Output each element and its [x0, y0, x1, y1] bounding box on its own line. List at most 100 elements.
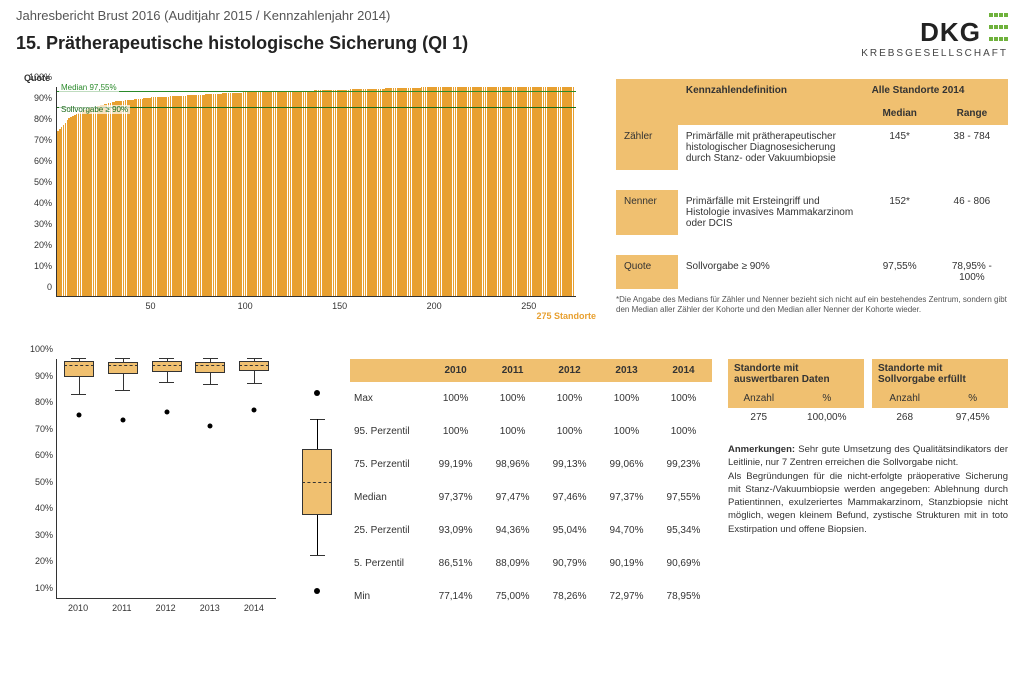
perc-header: 2012 — [541, 359, 598, 382]
def-row-label: Quote — [616, 255, 678, 289]
logo-text: DKG — [920, 17, 981, 47]
perc-value: 94,36% — [484, 514, 541, 547]
perc-value: 97,47% — [484, 481, 541, 514]
definition-footnote: *Die Angabe des Medians für Zähler und N… — [616, 295, 1008, 316]
perc-value: 100% — [655, 382, 712, 415]
definition-table: Kennzahlendefinition Alle Standorte 2014… — [616, 79, 1008, 289]
x-tick: 100 — [238, 301, 253, 311]
y-tick: 40% — [34, 198, 52, 208]
box-y-tick: 80% — [35, 397, 53, 407]
perc-value: 99,13% — [541, 448, 598, 481]
x-tick: 250 — [521, 301, 536, 311]
def-header-kennzahl: Kennzahlendefinition — [678, 79, 864, 102]
perc-value: 100% — [484, 415, 541, 448]
perc-value: 100% — [655, 415, 712, 448]
perc-value: 100% — [484, 382, 541, 415]
header-subtitle: Jahresbericht Brust 2016 (Auditjahr 2015… — [16, 8, 861, 23]
x-tick: 50 — [146, 301, 156, 311]
annot-title: Anmerkungen: — [728, 444, 795, 455]
logo: DKG KREBSGESELLSCHAFT — [861, 8, 1008, 59]
boxplot — [152, 359, 182, 598]
box-y-tick: 60% — [35, 450, 53, 460]
y-tick: 100% — [29, 72, 52, 82]
page-title: 15. Prätherapeutische histologische Sich… — [16, 33, 861, 54]
perc-value: 100% — [541, 382, 598, 415]
perc-value: 99,23% — [655, 448, 712, 481]
box-x-tick: 2011 — [112, 603, 131, 613]
perc-stat-label: 75. Perzentil — [350, 448, 427, 481]
box-y-tick: 30% — [35, 530, 53, 540]
perc-value: 77,14% — [427, 580, 484, 613]
perc-value: 98,96% — [484, 448, 541, 481]
perc-header: 2011 — [484, 359, 541, 382]
percentile-table: 20102011201220132014 Max100%100%100%100%… — [350, 359, 712, 613]
perc-value: 100% — [598, 415, 655, 448]
boxplot — [64, 359, 94, 598]
box-y-tick: 100% — [30, 344, 53, 354]
y-tick: 70% — [34, 135, 52, 145]
perc-value: 94,70% — [598, 514, 655, 547]
box-y-tick: 90% — [35, 371, 53, 381]
boxplot — [239, 359, 269, 598]
perc-value: 78,95% — [655, 580, 712, 613]
box-x-tick: 2013 — [200, 603, 220, 613]
bar-chart: Quote 010%20%30%40%50%60%70%80%90%100% S… — [16, 79, 596, 329]
perc-value: 100% — [427, 415, 484, 448]
annotations: Anmerkungen: Sehr gute Umsetzung des Qua… — [728, 443, 1008, 536]
perc-stat-label: Min — [350, 580, 427, 613]
perc-stat-label: 95. Perzentil — [350, 415, 427, 448]
annot-body: Sehr gute Umsetzung des Qualitätsindikat… — [728, 444, 1008, 535]
y-tick: 80% — [34, 114, 52, 124]
perc-stat-label: Max — [350, 382, 427, 415]
box-x-tick: 2010 — [68, 603, 88, 613]
def-cell: Sollvorgabe ≥ 90% — [678, 255, 864, 289]
boxplot — [195, 359, 225, 598]
perc-value: 100% — [541, 415, 598, 448]
y-tick: 20% — [34, 240, 52, 250]
perc-value: 90,69% — [655, 547, 712, 580]
box-y-tick: 40% — [35, 503, 53, 513]
def-median: 97,55% — [864, 255, 936, 289]
perc-value: 97,37% — [598, 481, 655, 514]
perc-value: 99,19% — [427, 448, 484, 481]
x-tick: 150 — [332, 301, 347, 311]
y-tick: 60% — [34, 156, 52, 166]
def-median: 145* — [864, 125, 936, 170]
perc-value: 90,19% — [598, 547, 655, 580]
x-axis-label: 275 Standorte — [536, 311, 596, 321]
perc-value: 95,34% — [655, 514, 712, 547]
box-x-tick: 2014 — [244, 603, 264, 613]
bar — [573, 87, 575, 296]
box-y-tick: 50% — [35, 477, 53, 487]
perc-header: 2013 — [598, 359, 655, 382]
perc-value: 95,04% — [541, 514, 598, 547]
box-y-tick: 20% — [35, 556, 53, 566]
perc-value: 100% — [427, 382, 484, 415]
perc-value: 97,37% — [427, 481, 484, 514]
box-y-tick: 70% — [35, 424, 53, 434]
def-header-standorte: Alle Standorte 2014 — [864, 79, 1008, 102]
y-tick: 90% — [34, 93, 52, 103]
perc-value: 90,79% — [541, 547, 598, 580]
standorte-auswertbar-table: Standorte mit auswertbaren Daten Anzahl%… — [728, 359, 864, 427]
perc-value: 72,97% — [598, 580, 655, 613]
perc-value: 99,06% — [598, 448, 655, 481]
perc-header: 2010 — [427, 359, 484, 382]
def-row-label: Zähler — [616, 125, 678, 170]
y-tick: 0 — [47, 282, 52, 292]
logo-subtitle: KREBSGESELLSCHAFT — [861, 48, 1008, 59]
page-header: Jahresbericht Brust 2016 (Auditjahr 2015… — [16, 8, 1008, 59]
perc-value: 97,55% — [655, 481, 712, 514]
def-range: 78,95% - 100% — [936, 255, 1008, 289]
def-subheader-median: Median — [864, 102, 936, 125]
boxplot — [108, 359, 138, 598]
def-cell: Primärfälle mit prätherapeutischer histo… — [678, 125, 864, 170]
perc-stat-label: 25. Perzentil — [350, 514, 427, 547]
perc-stat-label: 5. Perzentil — [350, 547, 427, 580]
perc-value: 78,26% — [541, 580, 598, 613]
y-tick: 10% — [34, 261, 52, 271]
logo-dots-icon — [988, 8, 1008, 44]
perc-value: 97,46% — [541, 481, 598, 514]
def-range: 46 - 806 — [936, 190, 1008, 235]
def-subheader-range: Range — [936, 102, 1008, 125]
